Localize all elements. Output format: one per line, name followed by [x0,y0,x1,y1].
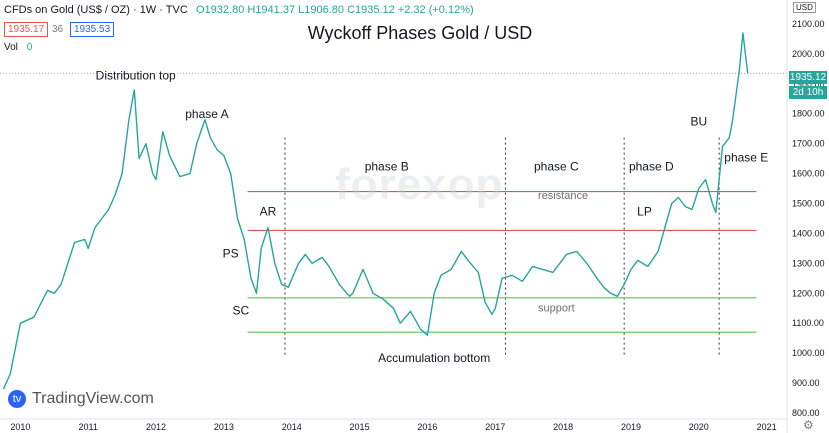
y-tick-label: 1200.00 [792,288,825,298]
x-tick-label: 2013 [214,422,234,432]
y-tick-label: 1100.00 [792,318,824,328]
tradingview-branding[interactable]: tv TradingView.com [8,390,154,408]
y-tick-label: 2000.00 [792,49,825,59]
y-tick-label: 800.00 [792,408,820,418]
ohlc-readout: O1932.80 H1941.37 L1906.80 C1935.12 +2.3… [196,4,474,16]
y-tick-label: 1500.00 [792,199,825,209]
x-tick-label: 2017 [485,422,505,432]
annotation-label: PS [223,246,239,260]
x-tick-label: 2018 [553,422,573,432]
annotation-label: AR [260,204,277,218]
annotation-label: resistance [538,190,588,202]
x-tick-label: 2012 [146,422,166,432]
watermark: forexop [335,160,504,209]
y-tick-label: 900.00 [792,378,820,388]
spread-value: 36 [52,24,64,35]
chart-title: Wyckoff Phases Gold / USD [308,23,533,43]
x-tick-label: 2021 [757,422,777,432]
annotation-label: phase E [724,151,768,165]
y-tick-label: 1700.00 [792,139,825,149]
x-tick-label: 2010 [10,422,30,432]
annotation-label: Accumulation bottom [378,351,490,365]
branding-text: TradingView.com [32,390,154,407]
gear-icon[interactable]: ⚙ [803,418,814,432]
y-tick-label: 1600.00 [792,169,825,179]
annotation-label: Distribution top [96,68,176,82]
x-tick-label: 2011 [79,422,98,432]
y-tick-label: 1800.00 [792,109,825,119]
y-tick-label: 2100.00 [792,19,825,29]
x-tick-label: 2015 [350,422,370,432]
price-series-line [2,32,749,390]
annotation-label: phase A [185,107,228,121]
tradingview-logo-icon: tv [8,390,26,408]
annotation-label: LP [637,204,652,218]
symbol-title: CFDs on Gold (US$ / OZ) · 1W · TVC [4,4,188,16]
annotation-label: BU [690,115,707,129]
annotation-label: phase C [534,160,579,174]
x-tick-label: 2016 [417,422,437,432]
annotation-label: SC [233,303,250,317]
volume-value: 0 [26,42,33,53]
x-tick-label: 2019 [621,422,641,432]
annotation-label: phase B [365,160,409,174]
currency-tag[interactable]: USD [793,2,816,13]
x-tick-label: 2014 [282,422,302,432]
bar-countdown-tag: 2d 10h [789,86,827,99]
y-tick-label: 1300.00 [792,258,825,268]
y-tick-label: 1000.00 [792,348,825,358]
y-tick-label: 1400.00 [792,228,825,238]
bid-price-box[interactable]: 1935.17 [4,22,49,37]
volume-label: Vol [4,42,18,53]
volume-indicator[interactable]: Vol 0 [4,42,32,53]
ask-price-box[interactable]: 1935.53 [70,22,115,37]
x-tick-label: 2020 [689,422,709,432]
last-price-tag: 1935.12 [789,71,827,84]
annotation-label: phase D [629,160,674,174]
annotation-label: support [538,302,575,314]
